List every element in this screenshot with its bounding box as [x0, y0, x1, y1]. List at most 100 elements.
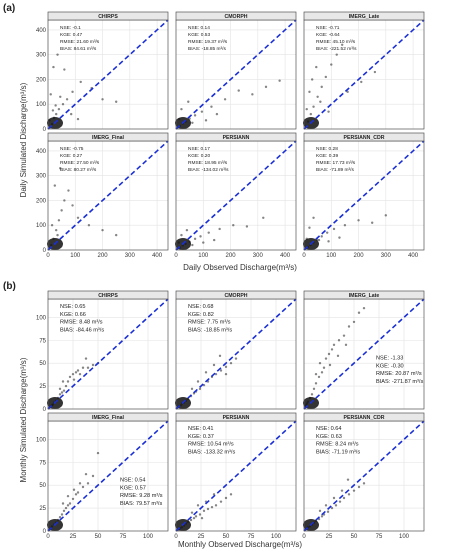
x-tick-label: 25: [70, 534, 77, 540]
data-point: [320, 85, 323, 89]
data-point: [185, 228, 189, 232]
stat-text: NSE: -1.33: [376, 356, 403, 362]
stat-text: RMSE: 9.28 m³/s: [120, 493, 163, 499]
data-point: [84, 357, 88, 360]
data-point: [229, 493, 233, 496]
stat-text: NSE: 0.41: [188, 426, 214, 432]
data-point: [324, 504, 328, 507]
data-point: [61, 502, 65, 505]
data-point: [212, 238, 216, 242]
stat-text: NSE: -0.71: [316, 25, 340, 31]
data-point: [196, 504, 200, 507]
group-b-y-axis-label: Monthly Simulated Discharge(m³/s): [19, 357, 28, 482]
data-point: [347, 493, 351, 496]
data-point: [57, 107, 61, 111]
stat-text: BIAS: 84.61 m³/s: [60, 46, 97, 52]
data-point: [357, 485, 361, 489]
data-point: [54, 112, 58, 116]
y-tick-label: 400: [36, 28, 47, 34]
y-tick-label: 0: [43, 407, 47, 413]
data-point: [232, 224, 235, 227]
stat-text: NSE: 0.64: [316, 426, 342, 432]
x-tick-label: 300: [125, 253, 136, 259]
data-point: [78, 372, 82, 376]
y-tick-label: 75: [39, 338, 46, 344]
data-point: [67, 189, 70, 192]
data-point: [224, 372, 228, 376]
stat-text: NSE: 0.17: [188, 146, 210, 152]
data-point: [204, 119, 208, 122]
stat-text: KGE: 0.82: [188, 312, 214, 318]
data-point: [218, 354, 222, 358]
data-point: [91, 474, 95, 478]
panel-strip: [47, 132, 169, 142]
panel-title: CMORPH: [224, 293, 247, 299]
panel-title: CMORPH: [224, 14, 247, 20]
x-tick-label: 0: [46, 534, 50, 540]
data-point: [357, 219, 360, 222]
data-point: [312, 105, 315, 108]
reference-line-1-1: [175, 19, 297, 130]
data-point: [384, 214, 388, 217]
y-tick-label: 100: [36, 223, 47, 229]
data-point: [340, 43, 344, 46]
y-tick-label: 100: [36, 315, 47, 321]
data-point: [190, 511, 194, 514]
stat-text: KGE: 0.53: [188, 32, 210, 38]
data-point: [234, 357, 238, 360]
x-tick-label: 75: [376, 534, 383, 540]
data-point: [86, 482, 90, 485]
data-point: [86, 366, 90, 369]
x-tick-label: 100: [198, 253, 209, 259]
group-b-x-axis-label: Monthly Observed Discharge(m³/s): [178, 540, 302, 549]
data-point: [330, 63, 333, 66]
stat-text: KGE: 0.57: [120, 485, 146, 491]
reference-line-1-1: [175, 420, 297, 532]
stat-text: NSE: 0.14: [188, 25, 210, 31]
panel-title: PERSIANN: [223, 415, 250, 421]
stat-text: BIAS: -18.85 m³/s: [188, 46, 226, 52]
stat-text: RMSE: 20.87 m³/s: [376, 371, 422, 377]
stat-text: NSE: 0.54: [120, 478, 146, 484]
data-point: [330, 348, 334, 351]
data-point: [101, 228, 104, 232]
panel-strip: [47, 290, 169, 300]
stat-text: BIAS: 79.57 m³/s: [120, 501, 162, 507]
data-point: [312, 216, 315, 219]
panel-strip: [303, 290, 425, 300]
stat-text: RMSE: 10.54 m³/s: [188, 442, 234, 448]
x-tick-label: 100: [399, 534, 410, 540]
data-point: [245, 225, 249, 228]
panel-title: PERSIANN_CDR: [344, 415, 385, 421]
x-tick-label: 75: [120, 534, 127, 540]
data-point: [68, 375, 72, 379]
data-point: [215, 112, 219, 116]
data-point: [327, 352, 331, 356]
data-point: [312, 387, 316, 391]
data-point: [199, 235, 202, 238]
data-point: [204, 371, 208, 374]
data-point: [264, 85, 268, 89]
y-tick-label: 100: [36, 437, 47, 443]
x-tick-label: 100: [70, 253, 81, 259]
panel-title: IMERG_Final: [92, 135, 125, 141]
data-point: [237, 89, 240, 92]
stat-text: KGE: 0.39: [316, 153, 338, 159]
data-point: [310, 393, 314, 396]
stat-text: BIAS: 80.27 m³/s: [60, 167, 97, 173]
panel-title: PERSIANN: [223, 135, 250, 141]
stat-text: RMSE: 45.10 m³/s: [316, 39, 356, 45]
data-point: [189, 518, 193, 522]
data-point: [318, 509, 322, 513]
stat-text: BIAS: -71.89 m³/s: [316, 167, 354, 173]
y-tick-label: 400: [36, 149, 47, 155]
x-tick-label: 0: [46, 253, 50, 259]
panel-title: IMERG_Late: [349, 14, 380, 20]
data-point: [357, 311, 361, 314]
x-tick-label: 300: [253, 253, 264, 259]
